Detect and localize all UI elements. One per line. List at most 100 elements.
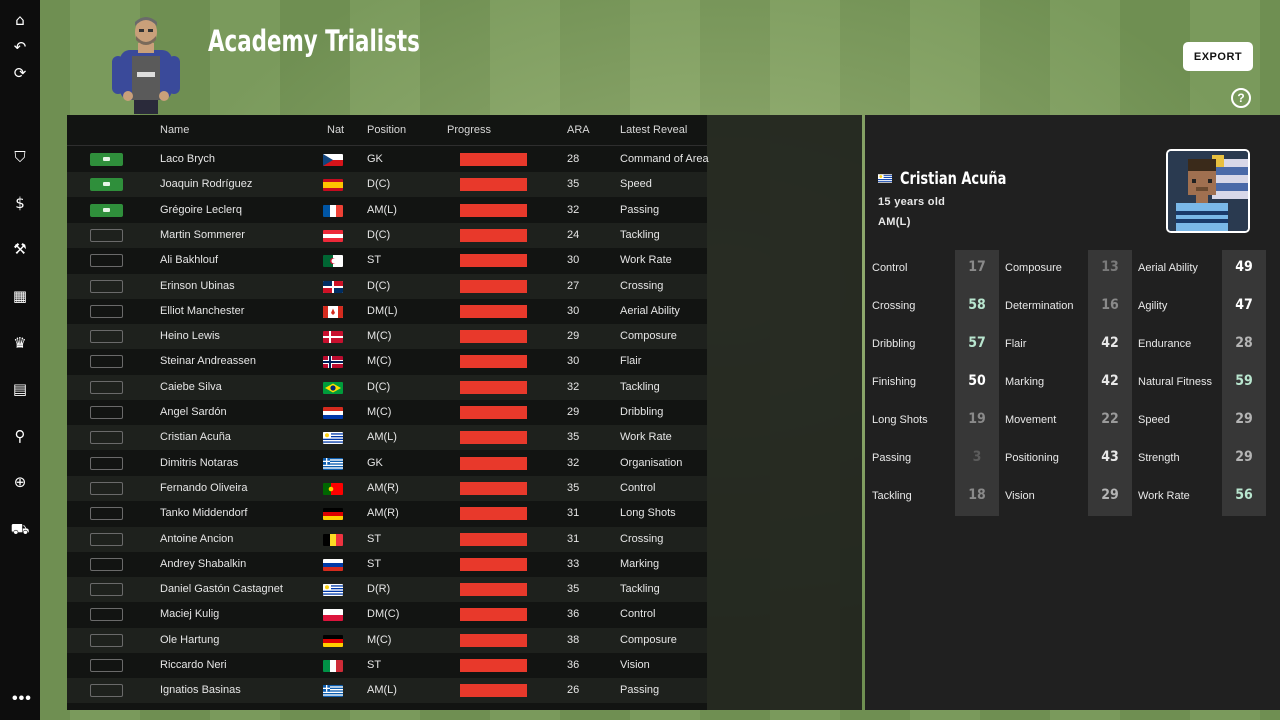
shortlist-toggle[interactable] [90, 279, 123, 293]
attribute-values-column [1088, 250, 1132, 516]
player-name-cell[interactable]: Erinson Ubinas [160, 279, 235, 292]
table-row[interactable]: Elliot Manchester DM(L) 30 Aerial Ability [67, 299, 707, 324]
player-name-cell[interactable]: Ignatios Basinas [160, 684, 241, 697]
shortlist-toggle[interactable] [90, 684, 123, 698]
player-name-cell[interactable]: Steinar Andreassen [160, 355, 257, 368]
player-name-cell[interactable]: Maciej Kulig [160, 608, 220, 621]
player-name-cell[interactable]: Ali Bakhlouf [160, 254, 219, 267]
shortlist-toggle[interactable] [90, 431, 123, 445]
shortlist-toggle[interactable] [90, 532, 123, 546]
player-name-cell[interactable]: Antoine Ancion [160, 532, 234, 545]
table-row[interactable]: Andrey Shabalkin ST 33 Marking [67, 552, 707, 577]
more-icon[interactable]: ••• [12, 690, 32, 707]
player-name-cell[interactable]: Martin Sommerer [160, 228, 245, 241]
shortlist-toggle[interactable] [90, 633, 123, 647]
table-row[interactable]: Martin Sommerer D(C) 24 Tackling [67, 222, 707, 248]
header-progress[interactable]: Progress [447, 124, 492, 136]
latest-reveal-cell: Vision [620, 659, 650, 671]
shortlist-toggle[interactable] [90, 203, 123, 217]
table-row[interactable]: Laco Brych GK 28 Command of Area [67, 147, 709, 172]
table-row[interactable]: Tanko Middendorf AM(R) 31 Long Shots [67, 501, 707, 526]
shortlist-toggle[interactable] [90, 178, 123, 192]
player-name-cell[interactable]: Elliot Manchester [160, 304, 245, 317]
player-name-cell[interactable]: Laco Brych [160, 153, 216, 165]
header-name[interactable]: Name [160, 124, 190, 136]
table-row[interactable]: Ole Hartung M(C) 38 Composure [67, 627, 707, 653]
player-name-cell[interactable]: Cristian Acuña [160, 431, 231, 444]
shortlist-toggle[interactable] [90, 481, 123, 495]
table-row[interactable]: Angel Sardón M(C) 29 Dribbling [67, 400, 707, 425]
search-icon[interactable]: ⚲ [14, 427, 26, 445]
shortlist-toggle[interactable] [90, 659, 123, 672]
tactics-icon[interactable]: ▦ [12, 287, 28, 305]
shortlist-toggle[interactable] [90, 608, 123, 622]
player-name-cell[interactable]: Dimitris Notaras [160, 456, 239, 469]
table-row[interactable]: Erinson Ubinas D(C) 27 Crossing [67, 273, 707, 299]
shortlist-toggle[interactable] [90, 380, 123, 394]
shortlist-toggle[interactable] [90, 557, 123, 571]
export-button[interactable]: EXPORT [1183, 42, 1253, 71]
cart-icon[interactable]: ⛟ [10, 520, 30, 538]
shortlist-toggle[interactable] [90, 583, 123, 597]
progress-fill [460, 304, 527, 318]
player-name-cell[interactable]: Fernando Oliveira [160, 481, 248, 494]
shortlist-toggle[interactable] [90, 228, 123, 242]
shortlist-toggle[interactable] [90, 153, 123, 166]
header-position[interactable]: Position [367, 124, 407, 136]
header-nat[interactable]: Nat [327, 124, 345, 136]
ara-cell: 32 [567, 203, 580, 216]
shortlist-toggle[interactable] [90, 330, 123, 344]
table-row[interactable]: Cristian Acuña AM(L) 35 Work Rate [67, 425, 707, 451]
training-icon[interactable]: ⚒ [13, 240, 27, 258]
finance-icon[interactable]: $ [15, 194, 25, 212]
table-row[interactable]: Joaquin Rodríguez D(C) 35 Speed [67, 172, 707, 198]
nationality-flag-icon [323, 660, 343, 672]
home-icon[interactable]: ⌂ [15, 11, 25, 29]
player-name-cell[interactable]: Tanko Middendorf [160, 507, 248, 520]
shortlist-toggle[interactable] [90, 507, 123, 521]
table-row[interactable]: Fernando Oliveira AM(R) 35 Control [67, 475, 707, 501]
progress-fill [460, 557, 527, 571]
progress-fill [460, 330, 527, 344]
player-name-cell[interactable]: Joaquin Rodríguez [160, 178, 253, 191]
ara-cell: 32 [567, 456, 580, 469]
attribute-value: 58 [968, 297, 986, 313]
table-row[interactable]: Maciej Kulig DM(C) 36 Control [67, 602, 707, 627]
back-icon[interactable]: ↶ [13, 38, 27, 56]
progress-fill [460, 608, 527, 622]
player-name-cell[interactable]: Riccardo Neri [160, 659, 227, 671]
player-name-cell[interactable]: Daniel Gastón Castagnet [160, 583, 283, 596]
shortlist-toggle[interactable] [90, 254, 123, 268]
table-row[interactable]: Heino Lewis M(C) 29 Composure [67, 324, 707, 350]
table-row[interactable]: Caiebe Silva D(C) 32 Tackling [67, 374, 707, 400]
calendar-icon[interactable]: ▤ [12, 380, 28, 398]
table-row[interactable]: Steinar Andreassen M(C) 30 Flair [67, 349, 707, 374]
player-name-cell[interactable]: Grégoire Leclerq [160, 203, 242, 216]
ara-cell: 35 [567, 178, 580, 191]
help-icon[interactable]: ? [1231, 88, 1251, 108]
player-name-cell[interactable]: Angel Sardón [160, 406, 227, 418]
ara-cell: 31 [567, 532, 580, 545]
player-name-cell[interactable]: Caiebe Silva [160, 380, 222, 393]
page-title: Academy Trialists [208, 24, 420, 58]
refresh-icon[interactable]: ⟳ [13, 64, 27, 82]
header-latest-reveal[interactable]: Latest Reveal [620, 124, 688, 136]
player-name-cell[interactable]: Andrey Shabalkin [160, 557, 247, 570]
player-name-cell[interactable]: Ole Hartung [160, 633, 220, 646]
header-ara[interactable]: ARA [567, 124, 590, 136]
trophy-icon[interactable]: ♛ [13, 334, 27, 352]
player-name-cell[interactable]: Heino Lewis [160, 330, 220, 343]
table-row[interactable]: Dimitris Notaras GK 32 Organisation [67, 451, 707, 476]
table-row[interactable]: Grégoire Leclerq AM(L) 32 Passing [67, 198, 707, 223]
shortlist-toggle[interactable] [90, 456, 123, 470]
table-row[interactable]: Ignatios Basinas AM(L) 26 Passing [67, 678, 707, 704]
table-row[interactable]: Antoine Ancion ST 31 Crossing [67, 526, 707, 552]
table-row[interactable]: Riccardo Neri ST 36 Vision [67, 653, 707, 678]
globe-icon[interactable]: ⊕ [13, 473, 27, 491]
shortlist-toggle[interactable] [90, 304, 123, 318]
table-row[interactable]: Ali Bakhlouf ST 30 Work Rate [67, 248, 707, 273]
shortlist-toggle[interactable] [90, 406, 123, 419]
table-row[interactable]: Daniel Gastón Castagnet D(R) 35 Tackling [67, 577, 707, 603]
shield-icon[interactable]: ⛉ [14, 148, 26, 166]
shortlist-toggle[interactable] [90, 355, 123, 369]
